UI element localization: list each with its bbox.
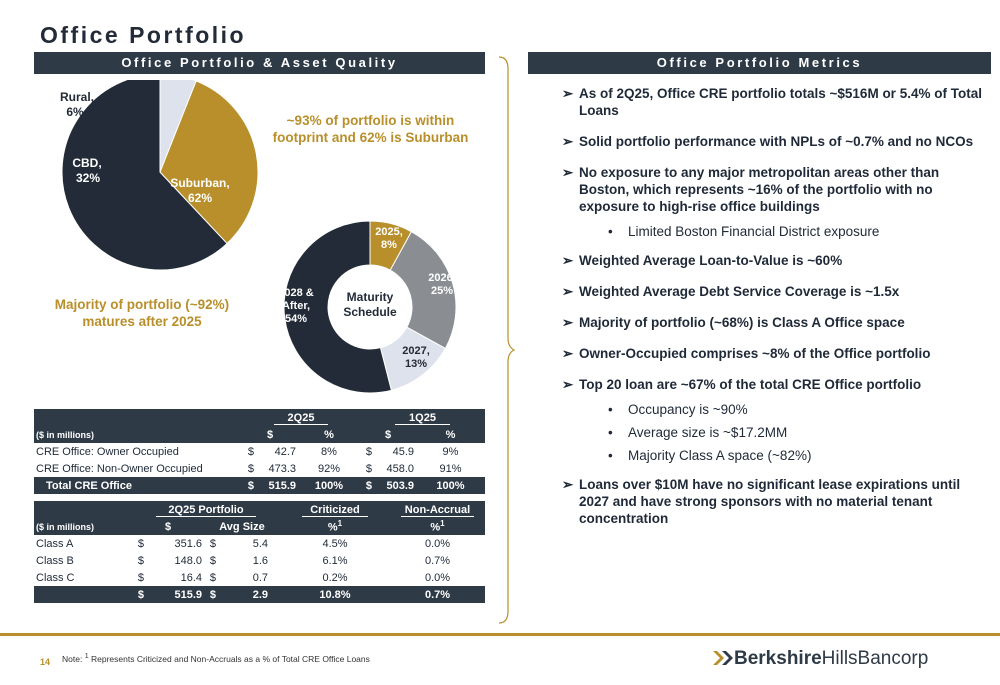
col-avg-size: Avg Size bbox=[204, 518, 280, 535]
period-header-1q25: 1Q25 bbox=[395, 411, 450, 425]
donut-label-2027: 2027, bbox=[402, 345, 430, 357]
metric-bullet: ➢ Majority of portfolio (~68%) is Class A… bbox=[562, 315, 905, 330]
table-row: Class A $ 351.6 $ 5.4 4.5% 0.0% bbox=[36, 537, 451, 550]
pie-pct-rural: 6% bbox=[66, 105, 84, 119]
metrics-list: ➢ As of 2Q25, Office CRE portfolio totals… bbox=[562, 85, 982, 541]
location-pie-slice-2 bbox=[159, 80, 197, 173]
metric-bullet: ➢ Weighted Average Debt Service Coverage … bbox=[562, 284, 900, 299]
footnote-sup: 1 bbox=[337, 519, 343, 529]
col-dollar: $ bbox=[132, 518, 204, 535]
donut-label-2025: 2025, bbox=[375, 226, 403, 238]
donut-label-2028: 2028 & bbox=[278, 287, 314, 299]
footprint-callout: ~93% of portfolio is within footprint an… bbox=[272, 113, 469, 145]
donut-pct-2027: 13% bbox=[405, 358, 427, 370]
arrow-bullet-icon: ➢ bbox=[562, 86, 574, 101]
logo-mark-icon bbox=[713, 651, 733, 665]
total-row: Total CRE Office $ 515.9 100% $ 503.9 10… bbox=[34, 477, 485, 494]
donut-center-line1: Maturity bbox=[347, 290, 394, 304]
col-dollar-1q25: $ bbox=[360, 426, 416, 443]
location-pie-chart: Rural, 6% CBD, 32% Suburban, 62% bbox=[60, 80, 259, 271]
donut-pct-2025: 8% bbox=[381, 239, 397, 251]
donut-label2-2028: After, bbox=[282, 300, 310, 312]
period-header-2q25: 2Q25 bbox=[273, 411, 329, 425]
maturity-donut-slice-1 bbox=[389, 230, 457, 350]
left-section-header: Office Portfolio & Asset Quality bbox=[34, 52, 485, 74]
col-crit-pct: % bbox=[327, 521, 338, 534]
arrow-bullet-icon: ➢ bbox=[562, 284, 574, 299]
metric-bullet: ➢ Loans over $10M have no significant lea… bbox=[562, 477, 961, 526]
donut-pct-2028: 54% bbox=[285, 313, 307, 325]
metric-sub-bullet: • Occupancy is ~90% bbox=[608, 402, 748, 417]
arrow-bullet-icon: ➢ bbox=[562, 165, 574, 180]
location-pie-slice-1 bbox=[159, 80, 259, 245]
dot-bullet-icon: • bbox=[608, 224, 613, 239]
page-number: 14 bbox=[40, 657, 51, 667]
col-pct-1q25: % bbox=[416, 426, 485, 443]
right-section-header: Office Portfolio Metrics bbox=[528, 52, 991, 74]
dot-bullet-icon: • bbox=[608, 448, 613, 463]
metric-bullet: ➢ As of 2Q25, Office CRE portfolio totals… bbox=[562, 86, 982, 118]
arrow-bullet-icon: ➢ bbox=[562, 377, 574, 392]
pie-label-cbd: CBD, bbox=[72, 156, 101, 170]
dot-bullet-icon: • bbox=[608, 425, 613, 440]
footnote: Note: 1 Represents Criticized and Non-Ac… bbox=[62, 653, 370, 664]
arrow-bullet-icon: ➢ bbox=[562, 477, 574, 492]
col-na-pct: % bbox=[430, 521, 441, 534]
col-pct-2q25: % bbox=[298, 426, 360, 443]
pie-pct-cbd: 32% bbox=[76, 171, 100, 185]
table-row: Class B $ 148.0 $ 1.6 6.1% 0.7% bbox=[36, 554, 451, 567]
footnote-sup: 1 bbox=[440, 519, 445, 529]
col-dollar-2q25: $ bbox=[242, 426, 298, 443]
metric-sub-bullet: • Average size is ~$17.2MM bbox=[608, 425, 788, 440]
metric-bullet: ➢ No exposure to any major metropolitan a… bbox=[562, 165, 940, 214]
metric-bullet: ➢ Weighted Average Loan-to-Value is ~60% bbox=[562, 253, 843, 268]
metric-sub-bullet: • Majority Class A space (~82%) bbox=[608, 448, 812, 463]
class-quality-table: 2Q25 Portfolio Criticized Non-Accrual ($… bbox=[34, 501, 485, 603]
maturity-donut-chart: Maturity Schedule 2025, 8% 2026, 25% 202… bbox=[278, 220, 457, 394]
group-nonaccrual-header: Non-Accrual bbox=[400, 503, 475, 517]
group-criticized-header: Criticized bbox=[302, 503, 368, 517]
footer-rule bbox=[0, 633, 1000, 636]
donut-label-2026: 2026, bbox=[428, 272, 456, 284]
location-pie-slice-0 bbox=[61, 80, 228, 271]
table-row: CRE Office: Owner Occupied $ 42.7 8% $ 4… bbox=[36, 445, 459, 458]
dot-bullet-icon: • bbox=[608, 402, 613, 417]
units-label: ($ in millions) bbox=[34, 518, 132, 535]
metric-bullet: ➢ Owner-Occupied comprises ~8% of the Off… bbox=[562, 346, 931, 361]
section-brace bbox=[498, 56, 516, 624]
pie-label-rural: Rural, bbox=[60, 90, 94, 104]
total-row: $ 515.9 $ 2.9 10.8% 0.7% bbox=[34, 586, 485, 603]
company-logo: BerkshireHillsBancorp bbox=[712, 648, 928, 670]
group-portfolio-header: 2Q25 Portfolio bbox=[156, 503, 256, 517]
pie-label-suburban: Suburban, bbox=[170, 176, 229, 190]
maturity-donut-slice-3 bbox=[283, 220, 392, 394]
arrow-bullet-icon: ➢ bbox=[562, 315, 574, 330]
maturity-callout: Majority of portfolio (~92%) matures aft… bbox=[54, 297, 230, 329]
arrow-bullet-icon: ➢ bbox=[562, 253, 574, 268]
arrow-bullet-icon: ➢ bbox=[562, 134, 574, 149]
pie-pct-suburban: 62% bbox=[188, 191, 212, 205]
table-row: CRE Office: Non-Owner Occupied $ 473.3 9… bbox=[36, 462, 462, 475]
metric-bullet: ➢ Top 20 loan are ~67% of the total CRE O… bbox=[562, 377, 922, 392]
page-title: Office Portfolio bbox=[40, 22, 247, 48]
metric-bullet: ➢ Solid portfolio performance with NPLs o… bbox=[562, 134, 974, 149]
donut-pct-2026: 25% bbox=[431, 285, 453, 297]
units-label: ($ in millions) bbox=[34, 426, 242, 443]
arrow-bullet-icon: ➢ bbox=[562, 346, 574, 361]
table-row: Class C $ 16.4 $ 0.7 0.2% 0.0% bbox=[36, 571, 451, 584]
metric-sub-bullet: • Limited Boston Financial District expos… bbox=[608, 224, 880, 239]
donut-center-line2: Schedule bbox=[343, 305, 397, 319]
cre-office-table: 2Q25 1Q25 ($ in millions) $ % $ % CRE Of… bbox=[34, 409, 485, 494]
